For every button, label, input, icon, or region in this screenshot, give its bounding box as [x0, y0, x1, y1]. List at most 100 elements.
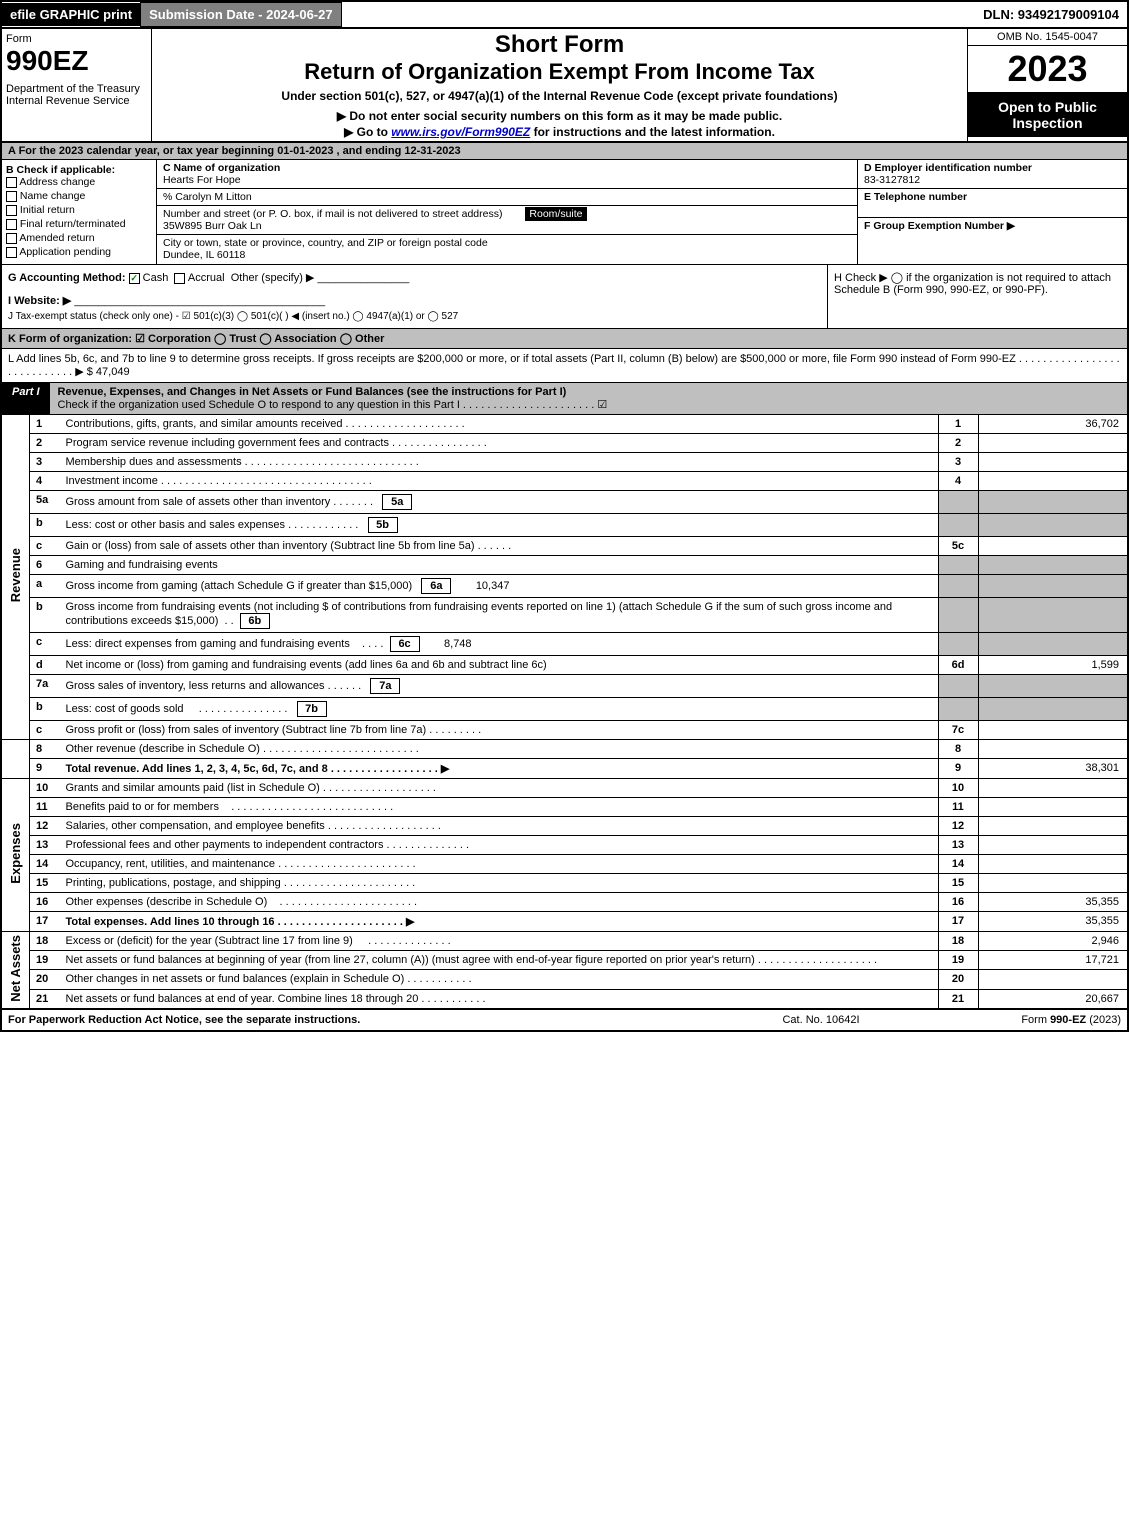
line-num: b: [30, 514, 60, 537]
table-row: 7aGross sales of inventory, less returns…: [1, 675, 1128, 698]
ein-value: 83-3127812: [864, 174, 920, 186]
line-desc: Other changes in net assets or fund bala…: [66, 973, 405, 985]
num-col: 21: [938, 989, 978, 1008]
i-line: I Website: ▶ ___________________________…: [8, 294, 821, 307]
num-col: 6d: [938, 656, 978, 675]
chk-name[interactable]: Name change: [6, 190, 152, 202]
chk-label: Amended return: [19, 232, 94, 244]
revenue-table: Revenue 1 Contributions, gifts, grants, …: [0, 415, 1129, 1009]
table-row: 19Net assets or fund balances at beginni…: [1, 951, 1128, 970]
table-row: aGross income from gaming (attach Schedu…: [1, 575, 1128, 598]
num-col: [938, 556, 978, 575]
val-col: [978, 970, 1128, 989]
line-num: 19: [30, 951, 60, 970]
val-col: [978, 698, 1128, 721]
num-col: [938, 491, 978, 514]
line-num: c: [30, 633, 60, 656]
header-left: Form 990EZ Department of the Treasury In…: [2, 29, 152, 141]
num-col: 18: [938, 932, 978, 951]
footer: For Paperwork Reduction Act Notice, see …: [0, 1009, 1129, 1032]
table-row: 2Program service revenue including gover…: [1, 434, 1128, 453]
line-desc: Other revenue (describe in Schedule O): [66, 743, 260, 755]
table-row: Net Assets 18Excess or (deficit) for the…: [1, 932, 1128, 951]
line-desc: Less: direct expenses from gaming and fu…: [66, 638, 350, 650]
d-label: D Employer identification number: [864, 162, 1032, 174]
line-desc: Total expenses. Add lines 10 through 16 …: [66, 916, 415, 928]
line-num: 20: [30, 970, 60, 989]
line-num: 13: [30, 836, 60, 855]
chk-accrual[interactable]: [174, 273, 185, 284]
num-col: 10: [938, 779, 978, 798]
c-label: C Name of organization: [163, 162, 280, 174]
dln-label: DLN: 93492179009104: [983, 7, 1127, 22]
e-label: E Telephone number: [864, 191, 967, 203]
sub-box: 7b: [297, 701, 327, 717]
chk-initial[interactable]: Initial return: [6, 204, 152, 216]
num-col: 19: [938, 951, 978, 970]
num-col: 16: [938, 893, 978, 912]
table-row: bLess: cost or other basis and sales exp…: [1, 514, 1128, 537]
line-num: 14: [30, 855, 60, 874]
submission-date: Submission Date - 2024-06-27: [140, 2, 342, 27]
street-value: 35W895 Burr Oak Ln: [163, 220, 262, 232]
num-col: 14: [938, 855, 978, 874]
line-desc: Net assets or fund balances at end of ye…: [66, 993, 419, 1005]
line-num: 2: [30, 434, 60, 453]
line-desc: Gaming and fundraising events: [60, 556, 939, 575]
line-desc: Occupancy, rent, utilities, and maintena…: [66, 858, 276, 870]
num-col: 11: [938, 798, 978, 817]
chk-final[interactable]: Final return/terminated: [6, 218, 152, 230]
sub-box: 6c: [390, 636, 420, 652]
irs-link[interactable]: www.irs.gov/Form990EZ: [391, 125, 530, 139]
sub-box: 6b: [240, 613, 270, 629]
short-form-title: Short Form: [158, 31, 961, 59]
part1-pill: Part I: [2, 383, 50, 414]
form-header: Form 990EZ Department of the Treasury In…: [0, 29, 1129, 143]
val-col: [978, 817, 1128, 836]
chk-pending[interactable]: Application pending: [6, 246, 152, 258]
open-inspection: Open to Public Inspection: [968, 93, 1127, 137]
top-bar: efile GRAPHIC print Submission Date - 20…: [0, 0, 1129, 29]
g-line: G Accounting Method: Cash Accrual Other …: [8, 271, 821, 284]
line-num: 6: [30, 556, 60, 575]
line-num: 8: [30, 740, 60, 759]
num-col: 12: [938, 817, 978, 836]
l-line: L Add lines 5b, 6c, and 7b to line 9 to …: [0, 349, 1129, 383]
part1-sub: Check if the organization used Schedule …: [58, 399, 608, 411]
chk-amended[interactable]: Amended return: [6, 232, 152, 244]
chk-address[interactable]: Address change: [6, 176, 152, 188]
line-num: 17: [30, 912, 60, 932]
table-row: cGain or (loss) from sale of assets othe…: [1, 537, 1128, 556]
chk-label: Name change: [20, 190, 85, 202]
val-col: [978, 779, 1128, 798]
val-col: [978, 537, 1128, 556]
form-ref: Form 990-EZ (2023): [921, 1014, 1121, 1026]
table-row: 9Total revenue. Add lines 1, 2, 3, 4, 5c…: [1, 759, 1128, 779]
line-num: 21: [30, 989, 60, 1008]
line-num: 9: [30, 759, 60, 779]
line-desc: Gross amount from sale of assets other t…: [66, 496, 331, 508]
line-num: 12: [30, 817, 60, 836]
city-row: City or town, state or province, country…: [157, 235, 857, 263]
val-col: [978, 556, 1128, 575]
num-col: [938, 633, 978, 656]
table-row: bLess: cost of goods sold . . . . . . . …: [1, 698, 1128, 721]
chk-cash[interactable]: [129, 273, 140, 284]
line-desc: Printing, publications, postage, and shi…: [66, 877, 281, 889]
ein-row: D Employer identification number 83-3127…: [858, 160, 1127, 189]
num-col: [938, 698, 978, 721]
i-label: I Website: ▶: [8, 295, 71, 307]
chk-label: Initial return: [20, 204, 75, 216]
line-num: 1: [30, 415, 60, 434]
val-col: [978, 855, 1128, 874]
b-label: B Check if applicable:: [6, 164, 152, 176]
chk-label: Application pending: [19, 246, 111, 258]
table-row: bGross income from fundraising events (n…: [1, 598, 1128, 633]
efile-label[interactable]: efile GRAPHIC print: [2, 3, 140, 26]
num-col: [938, 514, 978, 537]
f-label: F Group Exemption Number ▶: [864, 220, 1015, 232]
table-row: Expenses 10Grants and similar amounts pa…: [1, 779, 1128, 798]
line-desc: Professional fees and other payments to …: [66, 839, 384, 851]
val-col: [978, 514, 1128, 537]
accrual-label: Accrual: [188, 272, 225, 284]
